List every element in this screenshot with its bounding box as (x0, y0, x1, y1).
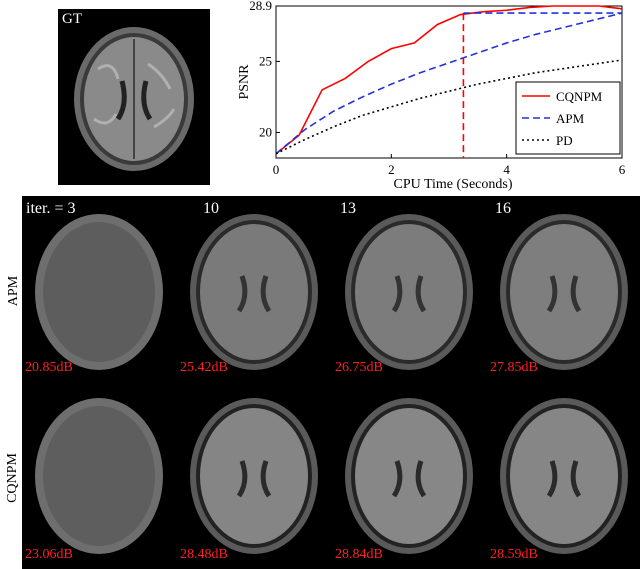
gt-label: GT (62, 11, 82, 27)
cell-cqnpm-iter3: 23.06dB (22, 383, 176, 569)
brain-image (345, 214, 473, 370)
brain-image (500, 214, 628, 370)
cell-cqnpm-iter16: 28.59dB (487, 383, 640, 569)
x-tick-label: 6 (619, 162, 626, 177)
psnr-cqnpm-iter3: 23.06dB (25, 547, 73, 562)
x-tick-label: 2 (388, 162, 395, 177)
iter-label-3: iter. = 3 (26, 200, 76, 217)
row-label-cqnpm: CQNPM (5, 453, 20, 503)
brain-image (345, 398, 473, 554)
psnr-cqnpm-iter10: 28.48dB (180, 547, 228, 562)
brain-image (190, 214, 318, 370)
x-tick-label: 4 (503, 162, 510, 177)
iter-label-16: 16 (495, 200, 511, 217)
gt-brain-image (74, 27, 194, 171)
psnr-cqnpm-iter16: 28.59dB (490, 547, 538, 562)
cell-apm-iter3: iter. = 3 20.85dB (22, 196, 176, 382)
cell-apm-iter16: 16 27.85dB (487, 196, 640, 382)
x-tick-label: 0 (273, 162, 280, 177)
brain-image (190, 398, 318, 554)
psnr-cqnpm-iter13: 28.84dB (335, 547, 383, 562)
y-tick-label: 28.9 (249, 0, 272, 13)
y-tick-label: 25 (259, 53, 272, 68)
brain-image (500, 398, 628, 554)
psnr-apm-iter10: 25.42dB (180, 360, 228, 375)
row-label-apm: APM (6, 275, 21, 307)
y-axis-label: PSNR (237, 64, 252, 100)
psnr-apm-iter3: 20.85dB (25, 360, 73, 375)
brain-image (35, 398, 163, 554)
reconstruction-grid: iter. = 3 20.85dB 10 25.42dB 13 26.75dB … (22, 196, 640, 569)
psnr-chart: 0 2 4 6 20 25 28.9 CPU Time (Seconds) PSNR CQNPM A… (237, 0, 626, 192)
y-tick-label: 20 (259, 124, 272, 139)
cell-cqnpm-iter13: 28.84dB (332, 383, 486, 569)
iter-label-10: 10 (203, 200, 219, 217)
cell-apm-iter10: 10 25.42dB (177, 196, 331, 382)
cell-apm-iter13: 13 26.75dB (332, 196, 486, 382)
gt-image: GT (58, 9, 210, 185)
cell-cqnpm-iter10: 28.48dB (177, 383, 331, 569)
series-line-apm (275, 12, 623, 155)
legend-label-apm: APM (556, 111, 585, 126)
psnr-apm-iter16: 27.85dB (490, 360, 538, 375)
x-axis-label: CPU Time (Seconds) (393, 177, 512, 192)
plot-frame (275, 5, 623, 159)
legend-label-pd: PD (556, 133, 573, 148)
legend-label-cqnpm: CQNPM (556, 89, 603, 104)
series-line-cqnpm (275, 5, 623, 155)
psnr-apm-iter13: 26.75dB (335, 360, 383, 375)
brain-image (35, 214, 163, 370)
iter-label-13: 13 (340, 200, 356, 217)
